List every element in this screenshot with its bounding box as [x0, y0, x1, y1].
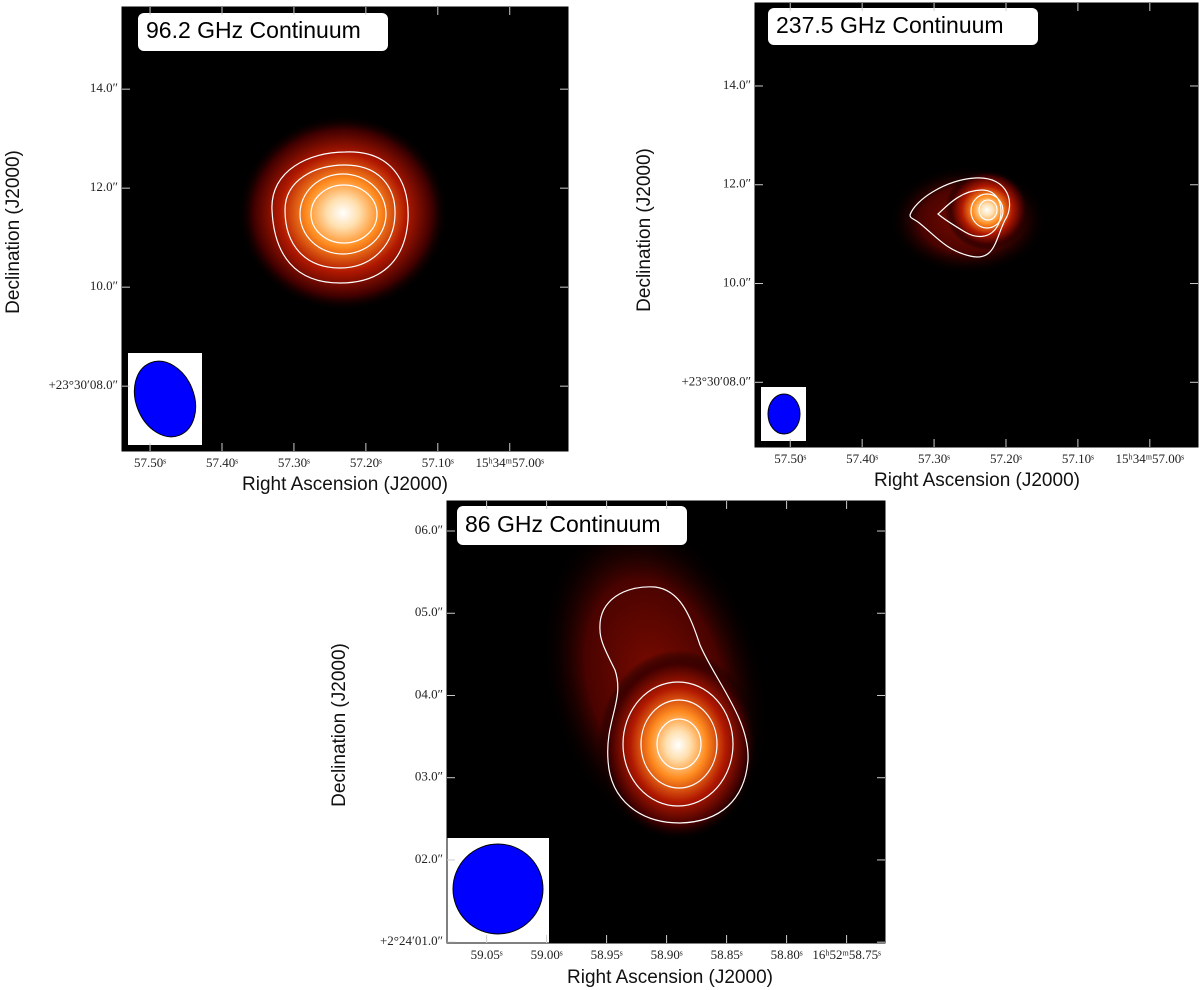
emission	[598, 650, 758, 840]
x-tick-label: 58.85ˢ	[711, 947, 743, 962]
y-tick-label: +23°30′08.0″	[48, 377, 118, 392]
x-tick-label: 58.80ˢ	[771, 947, 803, 962]
emission	[238, 115, 448, 311]
emission	[945, 170, 1029, 250]
y-tick-label: 14.0″	[723, 77, 751, 92]
x-tick-label: 15ʰ34ᵐ57.00ˢ	[1116, 451, 1185, 466]
x-axis-label: Right Ascension (J2000)	[242, 474, 448, 495]
panel: 96.2 GHz Continuum Right Ascension (J200…	[3, 6, 569, 495]
x-tick-label: 57.40ˢ	[846, 451, 878, 466]
title-box	[138, 13, 388, 51]
beam	[452, 843, 544, 935]
beam	[133, 360, 197, 438]
x-tick-label: 59.05ˢ	[471, 947, 503, 962]
x-tick-label: 15ʰ34ᵐ57.00ˢ	[475, 455, 544, 470]
x-tick-label: 57.10ˢ	[1062, 451, 1094, 466]
y-tick-label: 10.0″	[90, 278, 118, 293]
x-tick-label: 57.20ˢ	[350, 455, 382, 470]
x-tick-label: 57.30ˢ	[918, 451, 950, 466]
x-tick-label: 57.50ˢ	[774, 451, 806, 466]
contours	[599, 586, 749, 824]
y-tick-label: 03.0″	[415, 769, 443, 784]
title-box	[457, 506, 687, 545]
x-tick-label: 57.50ˢ	[134, 455, 166, 470]
x-axis-label: Right Ascension (J2000)	[874, 470, 1080, 491]
y-tick-label: 06.0″	[415, 522, 443, 537]
y-tick-label: 05.0″	[415, 604, 443, 619]
y-tick-label: 04.0″	[415, 686, 443, 701]
chart-title: 237.5 GHz Continuum	[776, 12, 1004, 38]
y-tick-label: 10.0″	[723, 275, 751, 290]
y-axis-label: Declination (J2000)	[3, 150, 24, 314]
panel: 86 GHz Continuum Right Ascension (J2000)…	[329, 500, 886, 988]
x-tick-label: 59.00ˢ	[531, 947, 563, 962]
y-axis-label: Declination (J2000)	[329, 643, 350, 807]
x-tick-label: 58.90ˢ	[651, 947, 683, 962]
y-tick-label: 12.0″	[723, 176, 751, 191]
frame	[754, 2, 1199, 448]
contours	[271, 151, 409, 284]
frame	[446, 500, 886, 944]
x-axis-label: Right Ascension (J2000)	[567, 967, 773, 988]
x-tick-label: 57.10ˢ	[422, 455, 454, 470]
frame	[121, 6, 569, 452]
x-tick-label: 16ʰ52ᵐ58.75ˢ	[812, 947, 881, 962]
title-box	[768, 8, 1038, 45]
y-axis-label: Declination (J2000)	[634, 148, 655, 312]
x-tick-label: 57.40ˢ	[206, 455, 238, 470]
x-tick-label: 58.95ˢ	[591, 947, 623, 962]
panel: 237.5 GHz Continuum Right Ascension (J20…	[634, 2, 1199, 491]
beam	[767, 393, 801, 435]
y-tick-label: +2°24′01.0″	[380, 933, 443, 948]
y-tick-label: 02.0″	[415, 851, 443, 866]
contours	[909, 177, 1011, 258]
x-tick-label: 57.20ˢ	[990, 451, 1022, 466]
chart-title: 96.2 GHz Continuum	[146, 17, 361, 43]
y-tick-label: +23°30′08.0″	[681, 373, 751, 388]
x-tick-label: 57.30ˢ	[278, 455, 310, 470]
y-tick-label: 14.0″	[90, 80, 118, 95]
chart-title: 86 GHz Continuum	[465, 511, 661, 537]
y-tick-label: 12.0″	[90, 179, 118, 194]
